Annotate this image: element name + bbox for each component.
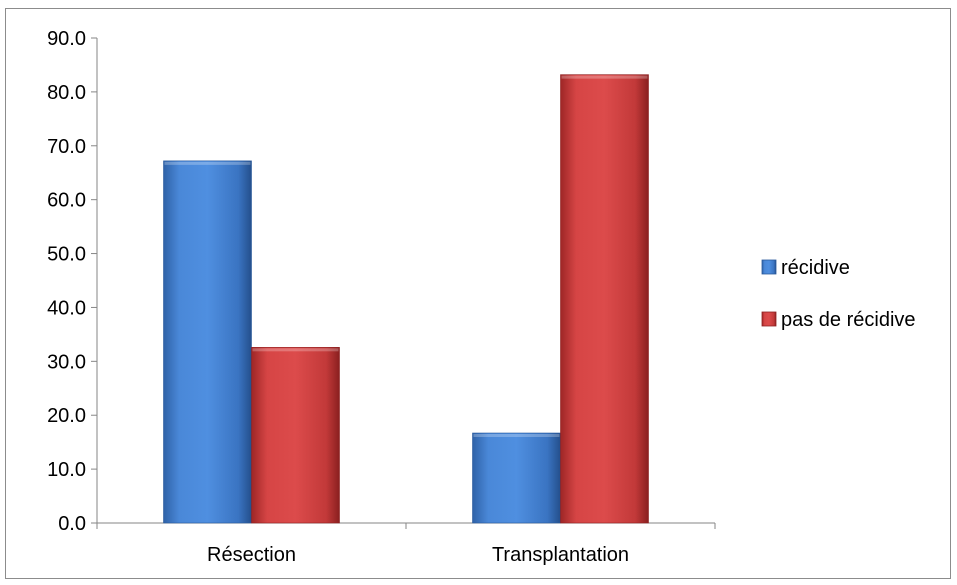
y-tick-label: 70.0 — [47, 136, 86, 158]
y-tick-label: 20.0 — [47, 405, 86, 427]
y-tick-label: 0.0 — [58, 513, 86, 535]
x-tick-label: Transplantation — [492, 544, 629, 566]
x-tick-label: Résection — [207, 544, 296, 566]
bar-recidive — [472, 432, 561, 524]
bar-pas-de-recidive — [560, 74, 649, 524]
bar-top-highlight — [473, 434, 560, 438]
legend-label: récidive — [781, 257, 850, 279]
y-tick-label: 10.0 — [47, 459, 86, 481]
legend-swatch — [761, 259, 777, 275]
bar-pas-de-recidive — [251, 347, 340, 524]
y-tick-label: 80.0 — [47, 82, 86, 104]
bar-top-highlight — [164, 161, 251, 165]
axes: 0.0 10.0 20.0 30.0 40.0 50.0 60.0 70.0 80.0 90.0 R… — [47, 28, 716, 566]
legend-label: pas de récidive — [781, 309, 916, 331]
y-tick-label: 50.0 — [47, 244, 86, 266]
bars — [163, 74, 649, 524]
bar-top-highlight — [252, 348, 339, 352]
y-tick-label: 30.0 — [47, 351, 86, 373]
legend: récidive pas de récidive — [761, 257, 916, 331]
bar-top-highlight — [561, 75, 648, 79]
y-tick-label: 40.0 — [47, 297, 86, 319]
legend-swatch — [761, 311, 777, 327]
bar-recidive — [163, 160, 252, 524]
y-tick-label: 90.0 — [47, 28, 86, 50]
y-tick-label: 60.0 — [47, 190, 86, 212]
